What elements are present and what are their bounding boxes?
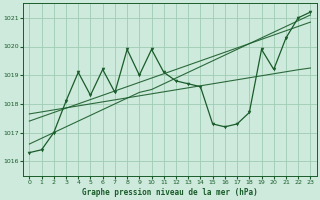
X-axis label: Graphe pression niveau de la mer (hPa): Graphe pression niveau de la mer (hPa) [82,188,258,197]
